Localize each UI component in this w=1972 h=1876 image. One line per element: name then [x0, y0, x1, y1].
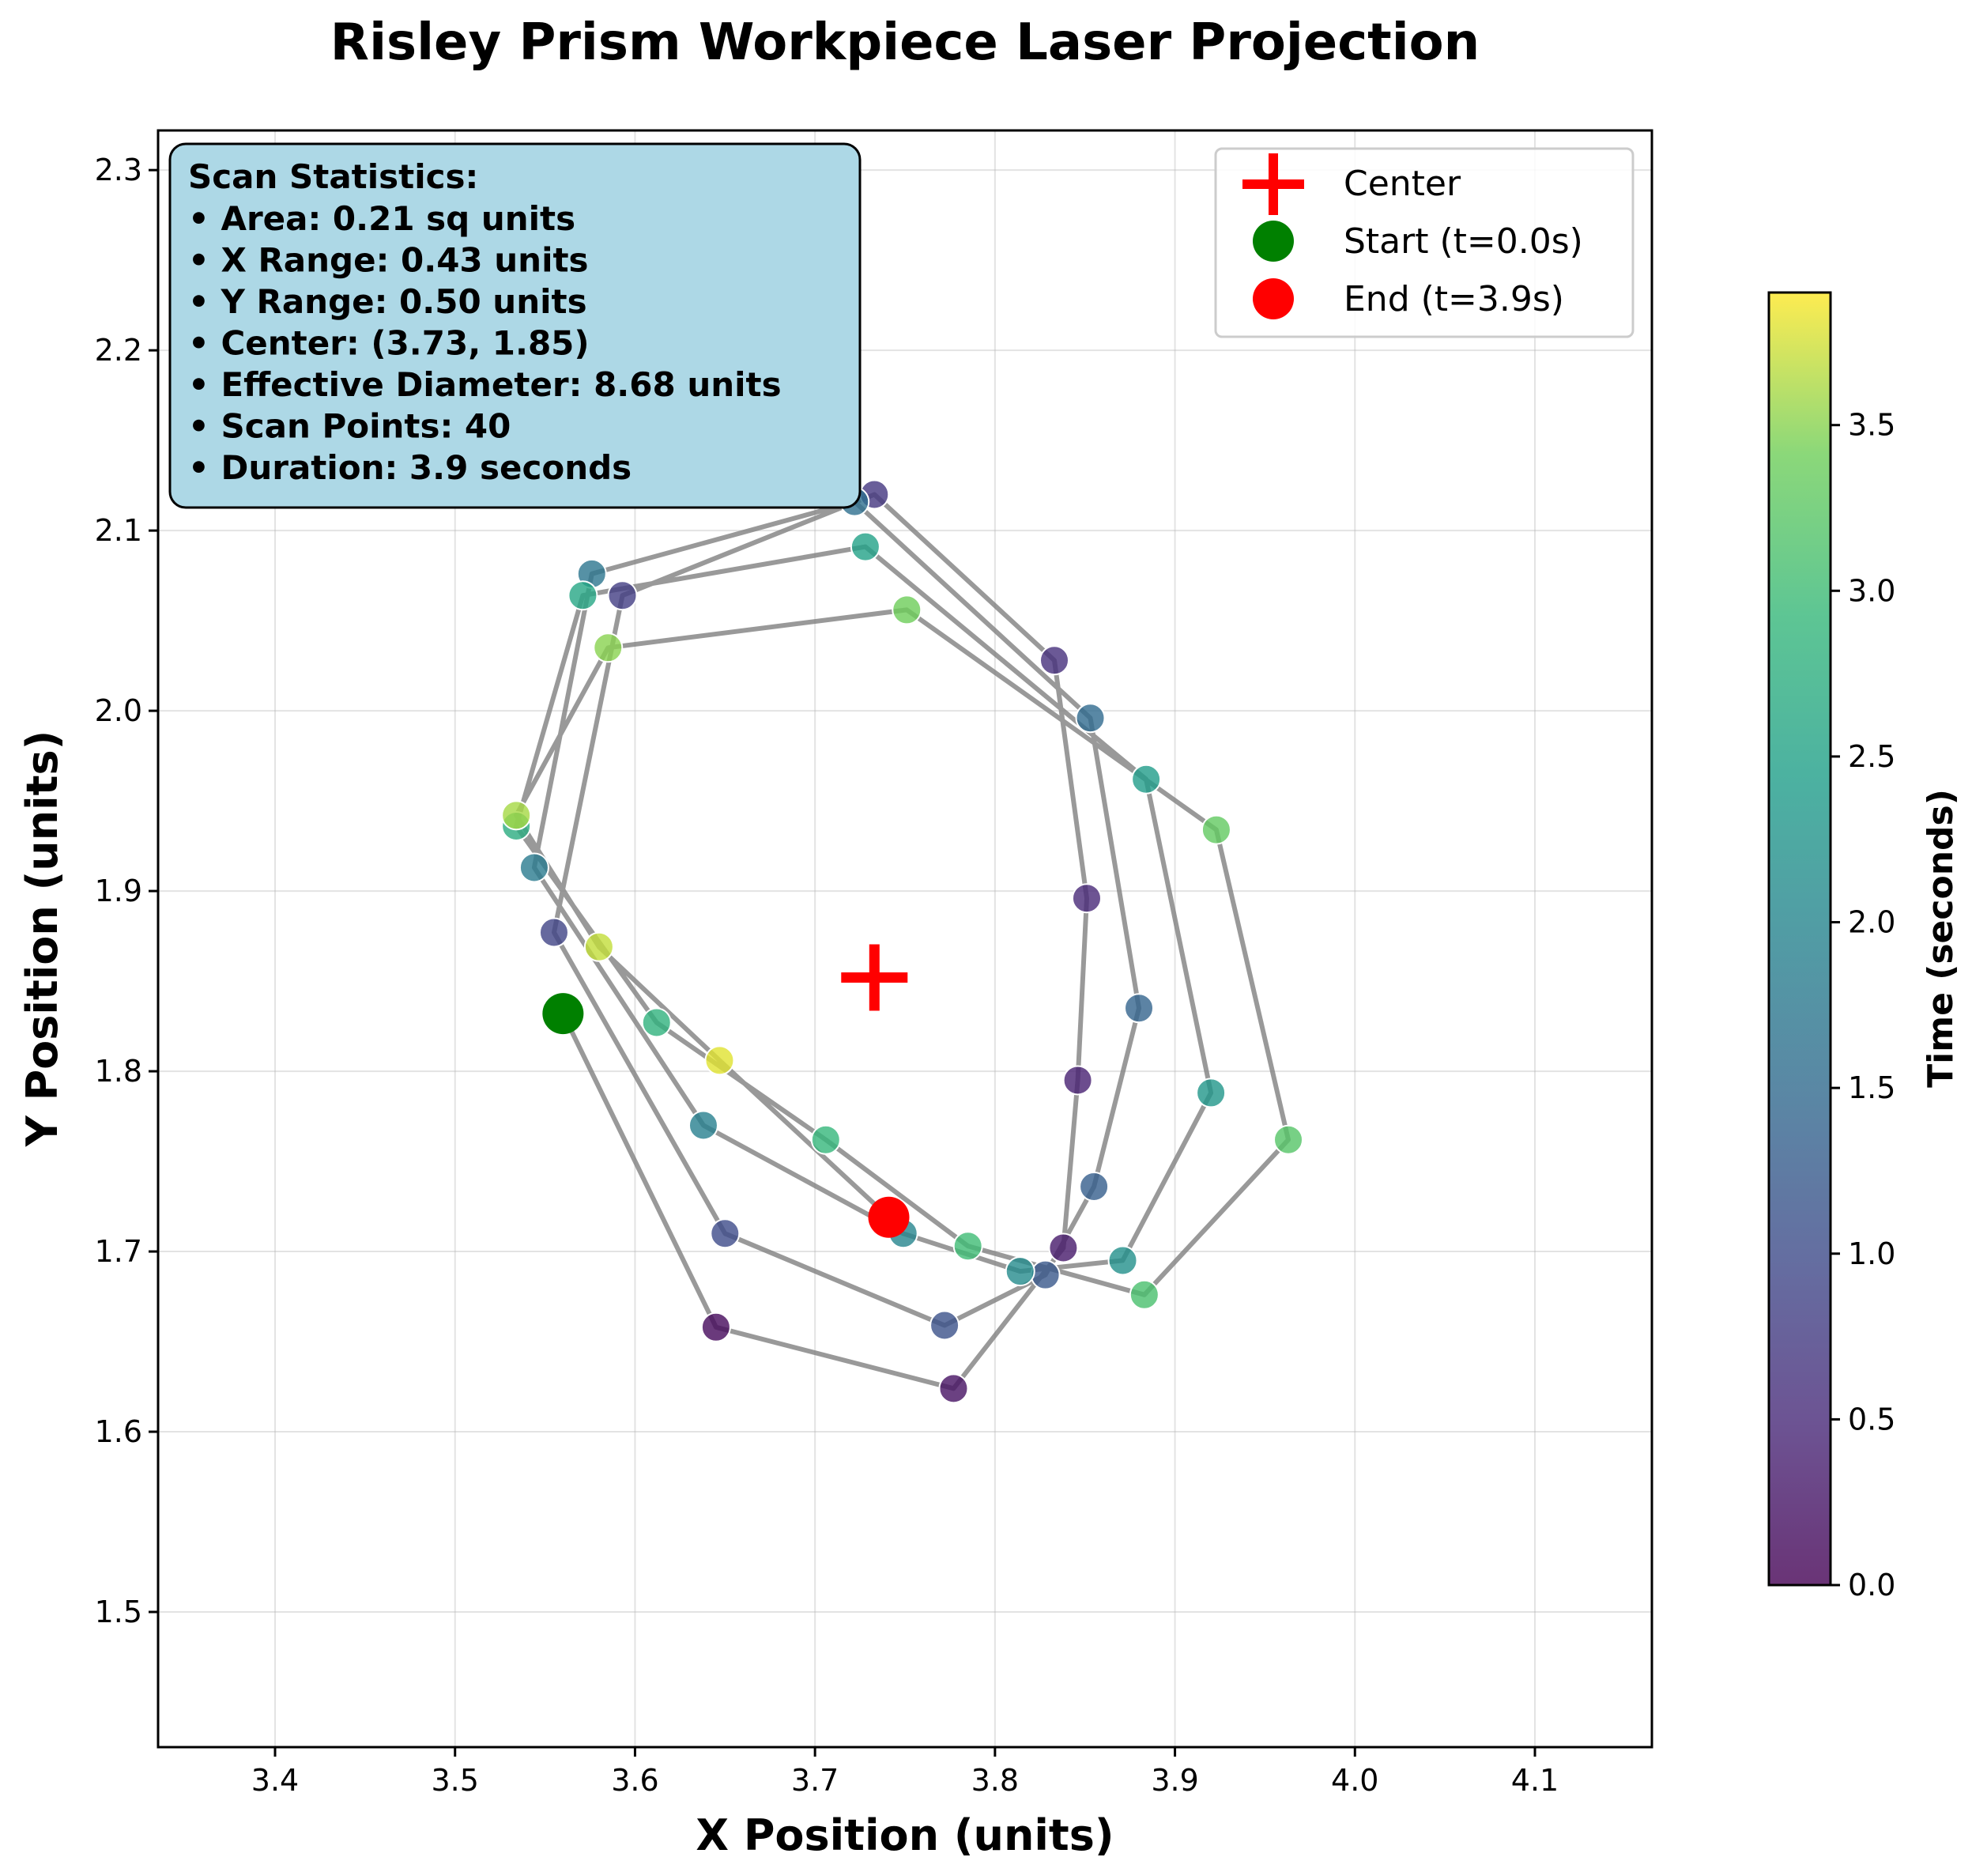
y-tick-label: 2.3 [95, 153, 142, 187]
legend-label-center: Center [1344, 164, 1461, 204]
scan-point [952, 1231, 983, 1262]
scan-point [850, 531, 880, 562]
scan-point [700, 1312, 731, 1342]
plot-area [501, 479, 1304, 1404]
x-tick-label: 4.0 [1331, 1763, 1378, 1798]
x-tick-label: 3.5 [432, 1763, 479, 1798]
scan-point [641, 1007, 672, 1038]
y-axis: 1.5 1.6 1.7 1.8 1.9 2.0 2.1 2.2 2.3 [95, 153, 158, 1629]
colorbar-label: Time (seconds) [1921, 789, 1961, 1088]
scan-points [501, 479, 1304, 1404]
scan-point [704, 1045, 735, 1076]
scan-point [1124, 993, 1155, 1024]
stats-line: • Scan Points: 40 [188, 407, 511, 446]
start-marker [542, 993, 584, 1035]
chart-title: Risley Prism Workpiece Laser Projection [330, 13, 1480, 72]
scan-point [1005, 1256, 1035, 1287]
scan-point [1079, 1171, 1110, 1202]
colorbar-tick-label: 0.0 [1848, 1568, 1895, 1602]
colorbar-tick-label: 1.0 [1848, 1236, 1895, 1271]
scan-point [929, 1310, 960, 1341]
scan-point [710, 1218, 741, 1249]
scan-point [1039, 645, 1069, 676]
stats-line: • Area: 0.21 sq units [188, 199, 575, 238]
scan-point [607, 580, 638, 611]
y-tick-label: 1.5 [95, 1595, 142, 1629]
legend-frame [1214, 147, 1635, 338]
scan-point [1196, 1078, 1227, 1108]
scan-point [1107, 1245, 1138, 1276]
colorbar-tick-label: 2.5 [1848, 739, 1895, 774]
scan-point [583, 931, 614, 962]
y-tick-label: 1.9 [95, 874, 142, 908]
scan-point [1071, 883, 1102, 914]
x-tick-label: 4.1 [1511, 1763, 1559, 1798]
legend-item-center: Center [1242, 153, 1461, 215]
scan-point [1048, 1232, 1079, 1263]
x-axis-label: X Position (units) [696, 1810, 1114, 1860]
stats-line: • Effective Diameter: 8.68 units [188, 365, 782, 404]
scan-point [1129, 1279, 1159, 1310]
y-axis-label: Y Position (units) [17, 730, 67, 1148]
scan-point [1062, 1065, 1093, 1096]
legend-item-start: Start (t=0.0s) [1253, 221, 1583, 262]
scan-point [688, 1110, 718, 1141]
scan-point [501, 800, 532, 831]
x-tick-label: 3.8 [971, 1763, 1019, 1798]
scan-point [593, 632, 624, 663]
colorbar: 0.0 0.5 1.0 1.5 2.0 2.5 3.0 3.5 Time (seconds) [1767, 291, 1961, 1602]
stats-heading: Scan Statistics: [188, 157, 478, 196]
stats-line: • Duration: 3.9 seconds [188, 448, 632, 487]
x-tick-label: 3.7 [791, 1763, 839, 1798]
colorbar-tick-label: 1.5 [1848, 1070, 1895, 1105]
colorbar-tick-label: 3.5 [1848, 408, 1895, 443]
y-tick-label: 2.2 [95, 333, 142, 368]
scan-point [518, 852, 549, 883]
scan-point [567, 580, 598, 611]
scan-point [1075, 703, 1106, 734]
scan-point [1030, 1259, 1061, 1290]
end-marker [868, 1196, 910, 1238]
y-tick-label: 1.7 [95, 1234, 142, 1269]
colorbar-tick-label: 2.0 [1848, 905, 1895, 940]
x-tick-label: 3.6 [611, 1763, 658, 1798]
plot-frame [156, 129, 1653, 1749]
colorbar-gradient [1767, 291, 1832, 1587]
scan-point [1273, 1124, 1304, 1155]
x-axis: 3.4 3.5 3.6 3.7 3.8 3.9 4.0 4.1 [251, 1747, 1559, 1798]
colorbar-tick-label: 0.5 [1848, 1402, 1895, 1436]
center-marker [841, 944, 908, 1011]
legend-plus-icon [1242, 153, 1304, 215]
legend-label-end: End (t=3.9s) [1344, 279, 1564, 319]
scan-point [810, 1124, 841, 1155]
scan-point [538, 917, 569, 948]
scan-point [1201, 814, 1231, 845]
scan-point [938, 1373, 969, 1404]
scan-point [892, 595, 922, 625]
colorbar-ticks: 0.0 0.5 1.0 1.5 2.0 2.5 3.0 3.5 [1831, 408, 1895, 1602]
legend-item-end: End (t=3.9s) [1253, 278, 1564, 319]
stats-line: • Center: (3.73, 1.85) [188, 324, 590, 363]
legend-label-start: Start (t=0.0s) [1344, 221, 1583, 262]
stats-line: • Y Range: 0.50 units [188, 282, 587, 321]
stats-line: • X Range: 0.43 units [188, 241, 589, 280]
colorbar-tick-label: 3.0 [1848, 573, 1895, 608]
y-tick-label: 2.1 [95, 513, 142, 548]
y-tick-label: 1.6 [95, 1414, 142, 1449]
stats-box: Scan Statistics: • Area: 0.21 sq units• … [168, 142, 862, 509]
legend: Center Start (t=0.0s) End (t=3.9s) [1214, 147, 1635, 338]
scan-point [1131, 764, 1162, 795]
grid [158, 130, 1652, 1747]
scan-path-line [514, 492, 1291, 1391]
y-tick-label: 2.0 [95, 693, 142, 728]
x-tick-label: 3.4 [251, 1763, 299, 1798]
x-tick-label: 3.9 [1151, 1763, 1198, 1798]
legend-end-icon [1253, 278, 1294, 319]
y-tick-label: 1.8 [95, 1054, 142, 1089]
stats-box-background [168, 142, 862, 509]
legend-start-icon [1253, 221, 1294, 262]
